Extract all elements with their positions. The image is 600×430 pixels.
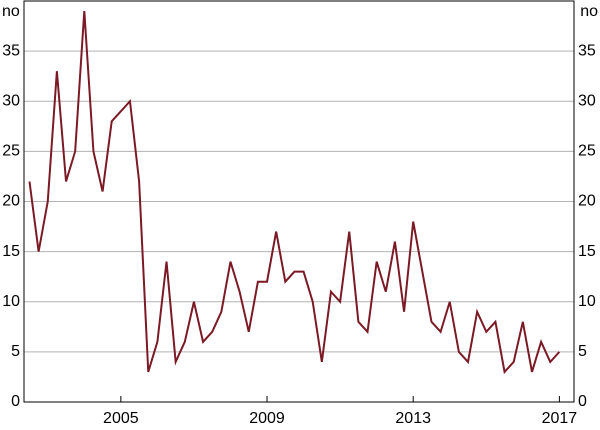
data-line <box>28 10 561 375</box>
x-tick-label: 2009 <box>249 410 285 427</box>
x-tick-label: 2005 <box>103 410 139 427</box>
y-unit-right: no <box>580 3 598 20</box>
y-tick-label-right: 0 <box>578 393 587 410</box>
x-tick-label: 2017 <box>542 410 578 427</box>
y-tick-label-right: 20 <box>578 193 596 210</box>
y-tick-label-right: 25 <box>578 143 596 160</box>
y-tick-label-right: 30 <box>578 92 596 109</box>
y-tick-label: 20 <box>2 193 20 210</box>
y-unit-left: no <box>2 3 20 20</box>
y-tick-label: 0 <box>11 393 20 410</box>
y-tick-label-right: 5 <box>578 343 587 360</box>
y-tick-label: 35 <box>2 42 20 59</box>
y-tick-label-right: 10 <box>578 293 596 310</box>
y-tick-label: 10 <box>2 293 20 310</box>
y-tick-label: 5 <box>11 343 20 360</box>
y-tick-label-right: 15 <box>578 243 596 260</box>
y-tick-label-right: 35 <box>578 42 596 59</box>
plot-frame <box>23 0 575 403</box>
y-tick-label: 30 <box>2 92 20 109</box>
y-tick-label: 15 <box>2 243 20 260</box>
y-tick-label: 25 <box>2 143 20 160</box>
x-tick-label: 2013 <box>395 410 431 427</box>
